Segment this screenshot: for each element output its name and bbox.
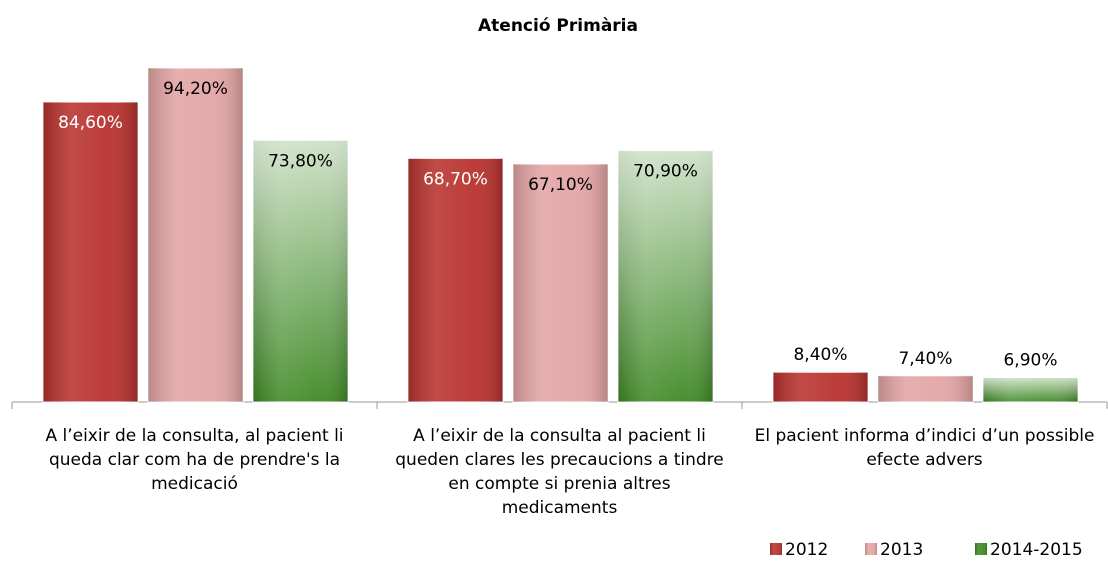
bar-shade: [878, 375, 973, 402]
chart-title: Atenció Primària: [478, 16, 638, 36]
bar-group: [252, 139, 349, 403]
legend-swatch-shade: [975, 543, 987, 555]
bar-fade: [983, 377, 1078, 402]
bar-group: [877, 375, 974, 403]
x-tick-label: El pacient informa d’indici d’un possibl…: [754, 426, 1095, 470]
bar-shade: [773, 372, 868, 402]
bar-shade: [148, 67, 243, 402]
bar-group: [512, 163, 609, 403]
value-label: 6,90%: [1003, 351, 1057, 371]
bar-group: [617, 150, 714, 403]
value-label: 67,10%: [528, 175, 593, 195]
bar-shade: [43, 102, 138, 403]
value-label: 68,70%: [423, 169, 488, 189]
value-label: 7,40%: [898, 349, 952, 369]
value-label: 73,80%: [268, 151, 333, 171]
legend-swatch-shade: [770, 543, 782, 555]
bar-shade: [513, 164, 608, 402]
value-label: 84,60%: [58, 113, 123, 133]
legend-label: 2014-2015: [990, 540, 1083, 560]
bar-shade: [408, 158, 503, 402]
value-label: 94,20%: [163, 79, 228, 99]
legend-label: 2013: [880, 540, 923, 560]
bar-group: [147, 67, 244, 403]
value-label: 8,40%: [793, 345, 847, 365]
bar-group: [407, 157, 504, 403]
bar-fade: [253, 140, 348, 402]
x-tick-label: A l’eixir de la consulta, al pacient li …: [45, 426, 344, 494]
bar-group: [982, 377, 1079, 403]
bar-group: [772, 371, 869, 403]
legend-swatch-shade: [865, 543, 877, 555]
bar-group: [42, 101, 139, 403]
bar-fade: [618, 150, 713, 402]
legend-label: 2012: [785, 540, 828, 560]
value-label: 70,90%: [633, 162, 698, 182]
x-tick-label: A l’eixir de la consulta al pacient li q…: [395, 426, 724, 518]
